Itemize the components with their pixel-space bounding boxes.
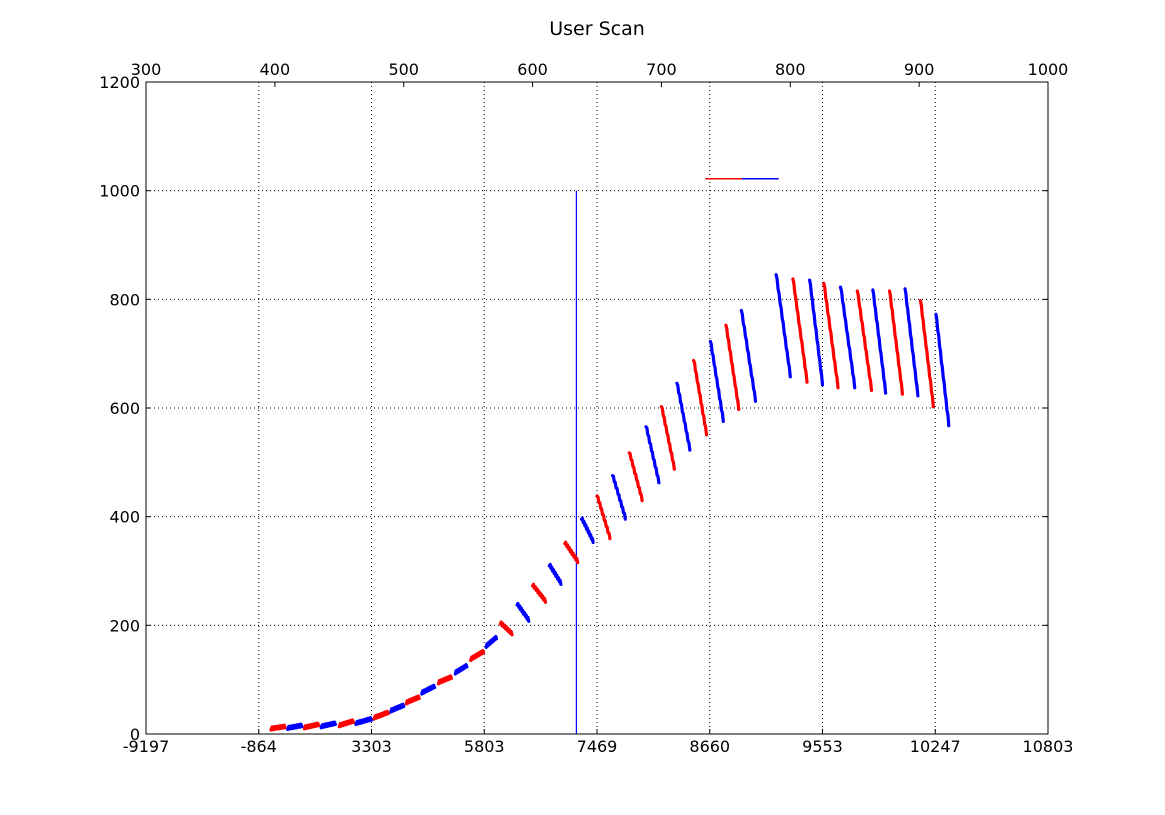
x-tick-label-top: 600: [517, 60, 548, 79]
y-tick-label: 200: [109, 616, 140, 635]
scan-segment: [354, 716, 374, 727]
y-tick-label: 400: [109, 508, 140, 527]
x-tick-label-top: 800: [775, 60, 806, 79]
scan-segment: [724, 323, 741, 411]
scan-segment: [515, 601, 531, 623]
scan-segment: [838, 285, 857, 390]
x-axis-top: 300 400 500 600 700 800 900 1000: [131, 60, 1069, 87]
scan-segment: [389, 702, 406, 714]
scan-segment: [372, 709, 390, 721]
plot-frame: [145, 81, 1049, 735]
x-tick-label-bottom: 7469: [577, 737, 618, 756]
y-tick-label: 1200: [99, 73, 140, 92]
scan-segment: [903, 287, 920, 398]
scan-segment: [404, 694, 421, 706]
scan-segment: [498, 620, 514, 637]
scan-segment: [547, 562, 563, 586]
x-tick-label-top: 400: [260, 60, 291, 79]
x-tick-label-bottom: 8660: [689, 737, 730, 756]
scan-segment: [774, 273, 792, 379]
scan-segment: [579, 516, 595, 545]
scan-segment: [436, 674, 453, 686]
scan-segment: [319, 720, 337, 730]
y-axis: 0 200 400 600 800 1000 1200: [99, 73, 1048, 744]
x-tick-label-bottom: 5803: [464, 737, 505, 756]
scan-segment: [420, 683, 437, 696]
x-tick-label-bottom: 10247: [910, 737, 961, 756]
scan-segment: [563, 540, 580, 565]
chart-title: User Scan: [549, 18, 645, 40]
scan-segment: [808, 278, 825, 387]
scan-segment: [610, 474, 627, 521]
scan-segment: [659, 405, 676, 471]
scan-segment: [531, 582, 548, 604]
x-tick-label-top: 900: [904, 60, 935, 79]
scan-segment: [484, 634, 499, 649]
scan-segment: [822, 281, 840, 390]
scan-segment: [302, 721, 321, 731]
scan-segment: [453, 663, 469, 676]
x-tick-label-top: 500: [388, 60, 419, 79]
x-tick-label-bottom: -9197: [123, 737, 170, 756]
x-tick-label-bottom: 10803: [1023, 737, 1074, 756]
scan-segment: [269, 723, 287, 732]
x-tick-label-bottom: 3303: [351, 737, 392, 756]
scan-segment: [627, 451, 644, 503]
scan-segment: [286, 722, 304, 731]
x-tick-label-top: 700: [646, 60, 677, 79]
x-axis-bottom: -9197 -864 3303 5803 7469 8660 9553 10247 10803: [123, 729, 1074, 756]
y-tick-label: 600: [109, 399, 140, 418]
scan-segment: [871, 288, 888, 395]
scan-segment: [887, 289, 904, 396]
y-tick-label: 0: [130, 725, 140, 744]
x-tick-label-bottom: -864: [241, 737, 277, 756]
gridlines: [146, 82, 1048, 734]
scan-segment: [337, 718, 356, 729]
scan-segment: [469, 649, 486, 662]
y-tick-label: 1000: [99, 182, 140, 201]
x-tick-label-bottom: 9553: [802, 737, 843, 756]
scan-segment: [791, 277, 809, 384]
scan-segment: [675, 381, 692, 452]
scan-segment: [692, 358, 709, 437]
plot-area: [269, 177, 951, 734]
scan-segment: [708, 339, 725, 423]
scan-segment: [644, 425, 661, 485]
scan-segment: [855, 289, 874, 392]
y-tick-label: 800: [109, 290, 140, 309]
scan-segment: [739, 308, 758, 403]
x-tick-label-top: 1000: [1028, 60, 1069, 79]
scan-segment: [595, 494, 612, 541]
x-tick-label-top: 300: [131, 60, 162, 79]
scan-segment: [918, 299, 935, 409]
scan-segment: [934, 312, 951, 428]
